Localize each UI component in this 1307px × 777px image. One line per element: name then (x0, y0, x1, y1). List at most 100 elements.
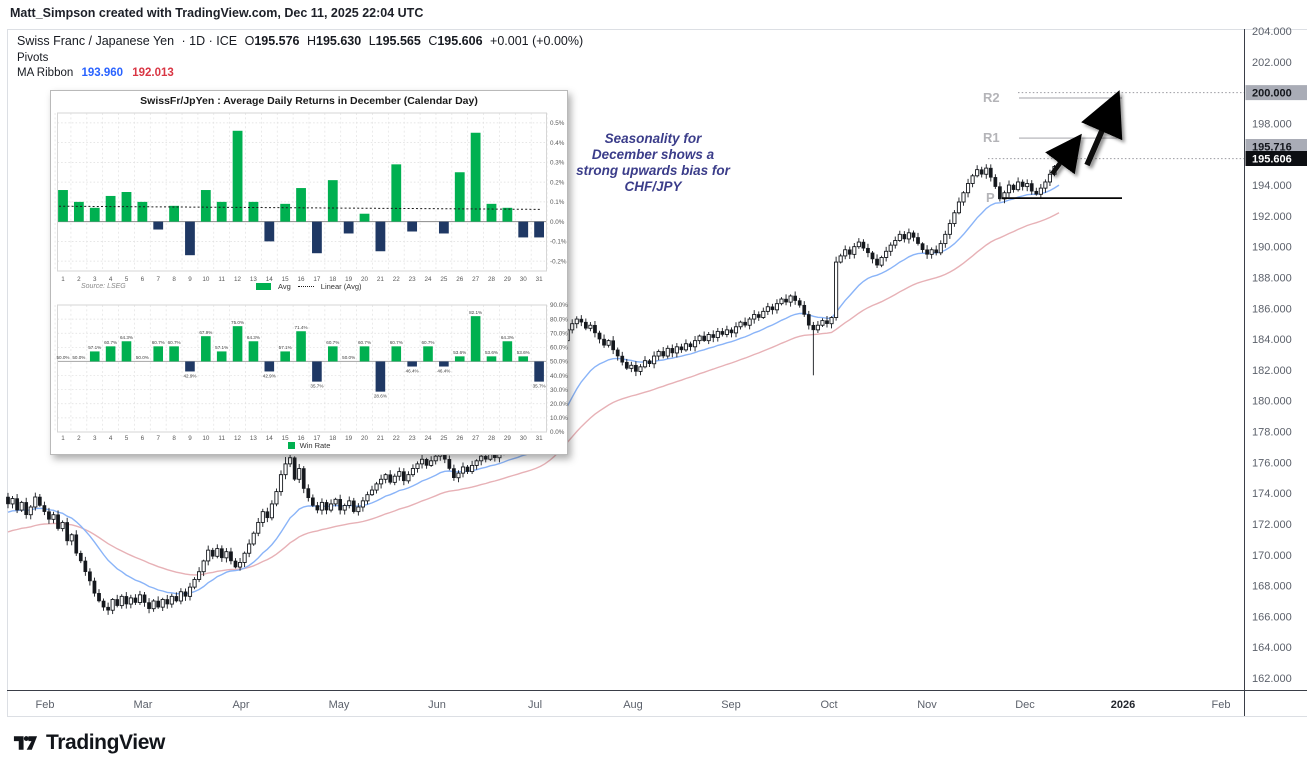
candle (38, 496, 42, 506)
candle (870, 252, 875, 260)
win-rate-value: 50.0% (72, 355, 85, 360)
win-rate-value: 35.7% (533, 384, 546, 389)
candle (465, 466, 470, 472)
candle (1020, 181, 1025, 187)
avg-xtick-label: 23 (409, 276, 417, 283)
candle (306, 488, 311, 499)
candle (374, 483, 379, 491)
candle (74, 534, 79, 554)
candle (970, 175, 975, 184)
win-xtick-label: 17 (313, 435, 321, 441)
price-tick-label: 194.000 (1252, 180, 1292, 192)
price-tick-label: 202.000 (1252, 57, 1292, 69)
candle (392, 475, 397, 483)
candle (729, 329, 734, 334)
price-axis[interactable]: 204.000 202.000 198.000 194.000 192.000 190.0… (1252, 26, 1292, 685)
trend-arrow-small[interactable] (1045, 133, 1082, 176)
price-tick-label: 170.000 (1252, 550, 1292, 562)
win-ytick-label: 50.0% (550, 359, 568, 366)
candle (925, 249, 929, 255)
avg-ytick-label: -0.2% (550, 258, 567, 265)
candle (647, 360, 652, 364)
win-rate-value: 46.4% (437, 369, 450, 374)
candle (743, 321, 747, 326)
candle (369, 489, 375, 496)
candle (88, 571, 92, 582)
avg-xtick-label: 25 (440, 276, 448, 283)
price-tick-label: 204.000 (1252, 26, 1292, 38)
candle (661, 351, 666, 357)
avg-xtick-label: 9 (188, 276, 192, 283)
candle (642, 360, 648, 368)
win-rate-value: 53.6% (517, 350, 530, 355)
pivot-p-label: P (986, 190, 995, 205)
win-rate-legend-swatch (287, 442, 295, 449)
candle (711, 334, 716, 338)
trend-arrow-large[interactable] (1081, 90, 1123, 167)
win-rate-bar (470, 316, 481, 362)
candle (888, 244, 893, 252)
candle (952, 212, 957, 225)
avg-xtick-label: 22 (393, 276, 401, 283)
win-xtick-label: 25 (440, 435, 448, 441)
avg-bar (343, 221, 354, 234)
win-rate-bar (296, 331, 306, 362)
seasonality-inset[interactable]: SwissFr/JpYen : Average Daily Returns in… (50, 90, 568, 455)
candle (934, 249, 939, 254)
win-rate-bar (280, 351, 290, 362)
candle (947, 223, 952, 235)
win-rate-chart: 90.0%80.0%70.0%60.0%50.0%40.0%30.0%20.0%… (54, 302, 568, 441)
annotation-note[interactable]: Seasonality for December shows a strong … (572, 131, 734, 195)
win-xtick-label: 20 (361, 435, 369, 441)
win-rate-bar (439, 361, 449, 367)
time-tick-label: 2026 (1111, 699, 1135, 711)
candle (902, 234, 907, 240)
win-rate-value: 60.7% (152, 340, 165, 345)
avg-bar (73, 201, 84, 222)
price-tick-label: 166.000 (1252, 611, 1292, 623)
candle (998, 186, 1002, 200)
avg-xtick-label: 4 (109, 276, 113, 283)
candle (206, 549, 211, 562)
candle (843, 249, 848, 257)
avg-bar (264, 221, 275, 242)
candle (10, 498, 15, 505)
time-tick-label: Mar (134, 699, 153, 711)
candle (265, 511, 270, 519)
candle (433, 455, 438, 462)
time-axis[interactable]: Feb Mar Apr May Jun Jul Aug Sep Oct Nov Dec 2026 Feb (36, 699, 1231, 711)
candle (615, 349, 620, 357)
win-xtick-label: 14 (266, 435, 274, 441)
avg-bar (200, 190, 211, 222)
candle (128, 597, 133, 605)
time-tick-label: Feb (36, 699, 55, 711)
candle (233, 560, 238, 568)
candle (292, 457, 297, 480)
time-tick-label: Jul (528, 699, 542, 711)
win-rate-value: 60.7% (168, 340, 181, 345)
low-value: 195.565 (375, 34, 421, 48)
win-xtick-label: 12 (234, 435, 242, 441)
win-rate-value: 60.7% (358, 340, 371, 345)
close-value: 195.606 (437, 34, 483, 48)
ma-ribbon-slow-line[interactable] (7, 212, 1060, 576)
win-rate-value: 50.0% (56, 355, 69, 360)
win-xtick-label: 19 (345, 435, 353, 441)
candle (975, 169, 980, 177)
low-label: L (368, 34, 376, 48)
avg-bar (58, 190, 68, 222)
time-tick-label: Aug (623, 699, 643, 711)
candle (629, 364, 634, 369)
avg-bar (502, 207, 513, 222)
win-xtick-label: 31 (536, 435, 544, 441)
candle (574, 318, 579, 325)
candle (724, 329, 729, 335)
price-tick-label: 178.000 (1252, 427, 1292, 439)
win-xtick-label: 1 (61, 435, 65, 441)
candle (470, 464, 475, 473)
win-rate-value: 57.1% (279, 345, 292, 350)
candle (770, 306, 775, 311)
win-rate-value: 64.3% (120, 335, 133, 340)
avg-bar (375, 221, 386, 252)
